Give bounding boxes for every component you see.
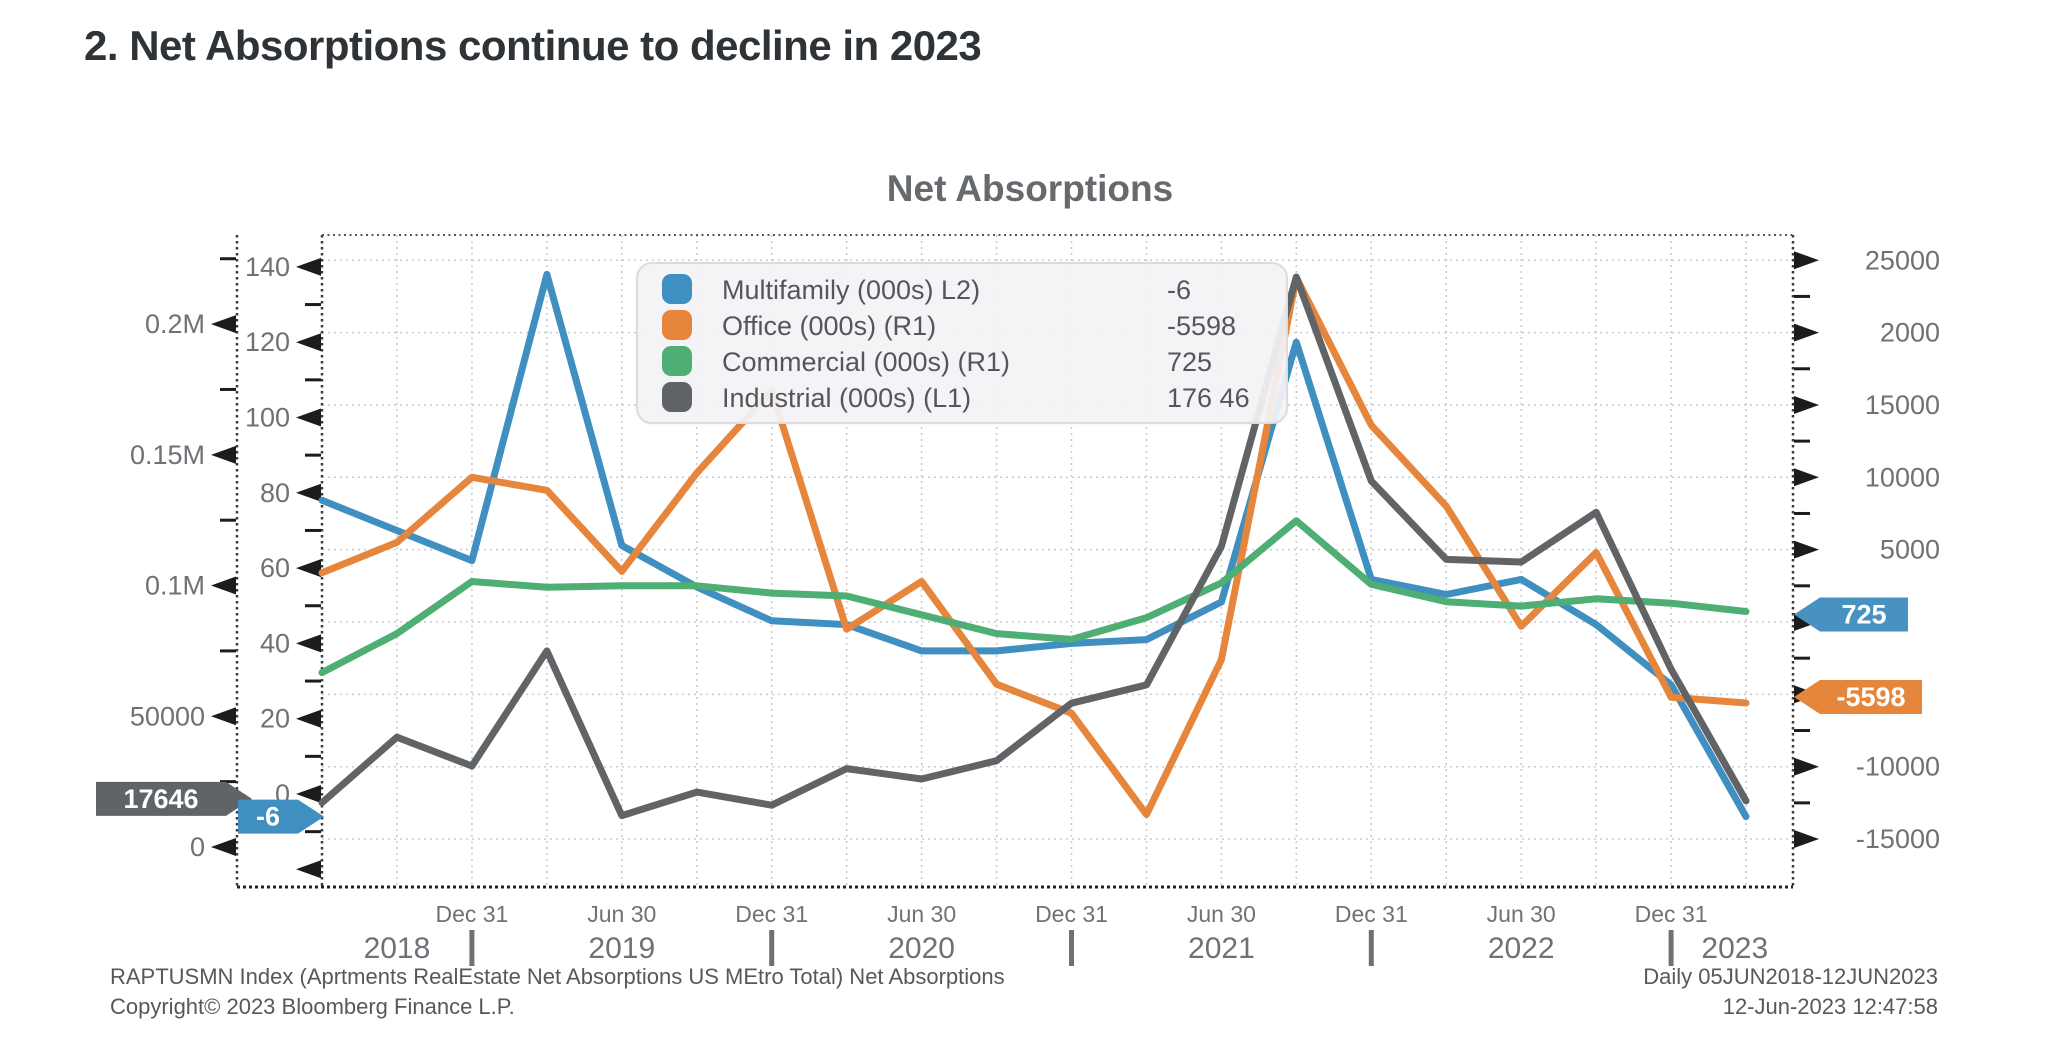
axis-tick-arrow-icon bbox=[1794, 830, 1819, 849]
legend-item[interactable]: Commercial (000s) (R1) 725 bbox=[638, 344, 1286, 378]
axis-badge-725 bbox=[1794, 597, 1908, 632]
axis-tick-arrow-icon bbox=[296, 634, 321, 653]
axis-tick-label: 5000 bbox=[1880, 535, 1940, 565]
axis-tick-arrow-icon bbox=[296, 709, 321, 728]
footer-range-line: Daily 05JUN2018-12JUN2023 bbox=[1643, 964, 1938, 989]
axis-tick-label: 0.15M bbox=[130, 440, 205, 470]
x-axis-label: Dec 31 bbox=[1635, 901, 1708, 927]
x-axis-label: Dec 31 bbox=[435, 901, 508, 927]
axis-tick-arrow-icon bbox=[296, 333, 321, 352]
axis-badge-value: -6 bbox=[256, 802, 280, 832]
legend-value: -5598 bbox=[1167, 311, 1237, 341]
axis-tick-label: 80 bbox=[260, 478, 290, 508]
legend-swatch-icon bbox=[662, 274, 692, 304]
legend-value: 176 46 bbox=[1167, 383, 1250, 413]
axis-badge-value: 17646 bbox=[123, 784, 198, 814]
series-line-industrial bbox=[318, 273, 1750, 820]
year-separator bbox=[1668, 930, 1674, 966]
axis-tick-label: 50000 bbox=[130, 701, 205, 731]
axis-tick-arrow-icon bbox=[1794, 395, 1819, 414]
axis-tick-label: 25000 bbox=[1865, 245, 1940, 275]
axis-tick-label: 140 bbox=[245, 252, 290, 282]
x-axis-year-label: 2020 bbox=[888, 932, 955, 965]
axis-tick-arrow-icon bbox=[1794, 540, 1819, 559]
legend-value: -6 bbox=[1167, 275, 1192, 305]
x-axis-year-label: 2021 bbox=[1188, 932, 1255, 965]
axis-tick-arrow-icon bbox=[296, 559, 321, 578]
axis-tick-arrow-icon bbox=[211, 707, 236, 726]
axis-tick-arrow-icon bbox=[1794, 251, 1819, 270]
axis-tick-label: 0.1M bbox=[145, 571, 205, 601]
legend-label: Industrial (000s) (L1) bbox=[722, 383, 972, 413]
axis-tick-arrow-icon bbox=[296, 257, 321, 276]
page-title: 2. Net Absorptions continue to decline i… bbox=[84, 22, 982, 69]
axis-tick-label: 2000 bbox=[1880, 318, 1940, 348]
legend-swatch-icon bbox=[662, 310, 692, 340]
axis-tick-label: 60 bbox=[260, 553, 290, 583]
x-axis-year-label: 2019 bbox=[588, 932, 655, 965]
x-axis-label: Jun 30 bbox=[1187, 901, 1256, 927]
legend-item[interactable]: Multifamily (000s) L2) -6 bbox=[638, 272, 1286, 306]
x-axis-label: Jun 30 bbox=[887, 901, 956, 927]
axis-badge-17646 bbox=[96, 781, 252, 816]
legend-label: Office (000s) (R1) bbox=[722, 311, 937, 341]
chart-legend: Multifamily (000s) L2) -6 Office (000s) (R… bbox=[636, 262, 1288, 424]
axis-tick-label: -10000 bbox=[1856, 752, 1940, 782]
x-axis-year-label: 2023 bbox=[1701, 932, 1768, 965]
series-line-commercial bbox=[318, 517, 1750, 677]
chart-title: Net Absorptions bbox=[886, 168, 1174, 209]
axis-tick-arrow-icon bbox=[1794, 323, 1819, 342]
axis-tick-arrow-icon bbox=[296, 785, 321, 803]
x-axis-label: Dec 31 bbox=[1035, 901, 1108, 927]
legend-item[interactable]: Industrial (000s) (L1) 176 46 bbox=[638, 380, 1286, 414]
x-axis-year-label: 2018 bbox=[364, 932, 431, 965]
series-line-multifamily bbox=[318, 270, 1750, 821]
footer-copyright-line: Copyright© 2023 Bloomberg Finance L.P. bbox=[110, 994, 515, 1019]
footer-timestamp-line: 12-Jun-2023 12:47:58 bbox=[1722, 994, 1938, 1019]
axis-tick-label: 20 bbox=[260, 704, 290, 734]
axis-tick-label: 0 bbox=[190, 832, 205, 862]
axis-badge-value: 725 bbox=[1841, 600, 1886, 630]
legend-label: Multifamily (000s) L2) bbox=[722, 275, 981, 305]
x-axis-label: Jun 30 bbox=[587, 901, 656, 927]
legend-swatch-icon bbox=[662, 382, 692, 412]
axis-tick-arrow-icon bbox=[211, 576, 236, 595]
x-axis-label: Jun 30 bbox=[1487, 901, 1556, 927]
axis-tick-arrow-icon bbox=[296, 483, 321, 502]
axis-tick-arrow-icon bbox=[296, 860, 321, 879]
legend-value: 725 bbox=[1167, 347, 1213, 377]
legend-swatch-icon bbox=[662, 346, 692, 376]
axis-tick-label: 40 bbox=[260, 628, 290, 658]
x-axis-label: Dec 31 bbox=[1335, 901, 1408, 927]
axis-badge-value: -5598 bbox=[1836, 682, 1905, 712]
x-axis-label: Dec 31 bbox=[735, 901, 808, 927]
axis-tick-arrow-icon bbox=[211, 445, 236, 464]
axis-tick-label: 15000 bbox=[1865, 390, 1940, 420]
year-separator bbox=[769, 930, 775, 966]
legend-item[interactable]: Office (000s) (R1) -5598 bbox=[638, 308, 1286, 342]
year-separator bbox=[1069, 930, 1074, 966]
axis-tick-arrow-icon bbox=[296, 408, 321, 427]
axis-tick-arrow-icon bbox=[1794, 757, 1819, 776]
footer-index-line: RAPTUSMN Index (Aprtments RealEstate Net… bbox=[110, 964, 1005, 989]
axis-badge--6 bbox=[238, 799, 324, 834]
x-axis-year-label: 2022 bbox=[1488, 932, 1555, 965]
year-separator bbox=[469, 930, 475, 966]
year-separator bbox=[1368, 930, 1374, 966]
axis-tick-arrow-icon bbox=[1794, 468, 1819, 487]
axis-tick-label: 0.2M bbox=[145, 309, 205, 339]
axis-tick-label: 10000 bbox=[1865, 462, 1940, 492]
axis-tick-arrow-icon bbox=[211, 315, 236, 334]
legend-label: Commercial (000s) (R1) bbox=[722, 347, 1011, 377]
axis-badge--5598 bbox=[1794, 680, 1922, 715]
axis-tick-label: 120 bbox=[245, 327, 290, 357]
axis-tick-label: 100 bbox=[245, 403, 290, 433]
axis-tick-label: -15000 bbox=[1856, 824, 1940, 854]
axis-tick-arrow-icon bbox=[211, 838, 236, 856]
